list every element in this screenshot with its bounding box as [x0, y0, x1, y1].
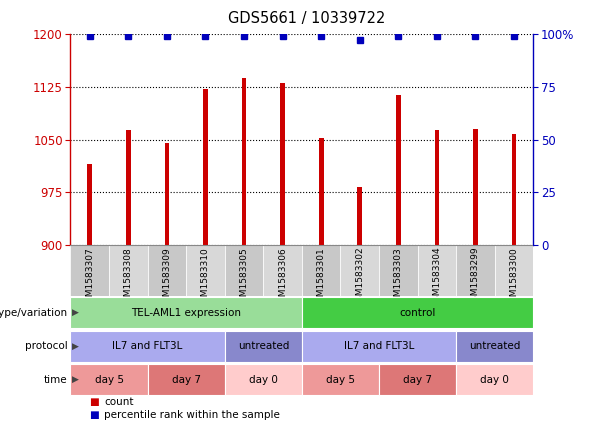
Bar [148, 364, 225, 395]
Text: day 5: day 5 [326, 375, 355, 385]
Bar [225, 331, 302, 362]
Text: protocol: protocol [25, 341, 67, 351]
Bar [280, 83, 285, 245]
Text: GSM1583302: GSM1583302 [356, 247, 364, 308]
Bar [473, 129, 478, 245]
Bar [302, 331, 456, 362]
Bar [186, 245, 225, 296]
Bar [88, 164, 92, 245]
Bar [340, 245, 379, 296]
Text: untreated: untreated [238, 341, 289, 351]
Text: day 0: day 0 [249, 375, 278, 385]
Text: day 5: day 5 [94, 375, 124, 385]
Bar [242, 77, 246, 245]
Bar [379, 364, 456, 395]
Text: GSM1583303: GSM1583303 [394, 247, 403, 308]
Bar [203, 89, 208, 245]
Text: GSM1583304: GSM1583304 [432, 247, 441, 308]
Text: day 7: day 7 [403, 375, 432, 385]
Bar [148, 245, 186, 296]
Text: day 7: day 7 [172, 375, 200, 385]
Text: GDS5661 / 10339722: GDS5661 / 10339722 [228, 11, 385, 25]
Bar [225, 364, 302, 395]
Text: TEL-AML1 expression: TEL-AML1 expression [131, 308, 241, 318]
Bar [456, 331, 533, 362]
Bar [302, 364, 379, 395]
Bar [396, 95, 401, 245]
Bar [319, 138, 324, 245]
Text: day 0: day 0 [481, 375, 509, 385]
Bar [70, 245, 109, 296]
Text: untreated: untreated [469, 341, 520, 351]
Bar [126, 130, 131, 245]
Text: GSM1583305: GSM1583305 [240, 247, 248, 308]
Text: ▶: ▶ [72, 308, 78, 317]
Text: control: control [400, 308, 436, 318]
Bar [165, 143, 169, 245]
Text: IL7 and FLT3L: IL7 and FLT3L [112, 341, 183, 351]
Bar [495, 245, 533, 296]
Text: GSM1583299: GSM1583299 [471, 247, 480, 308]
Bar [302, 245, 340, 296]
Text: GSM1583310: GSM1583310 [201, 247, 210, 308]
Text: GSM1583301: GSM1583301 [317, 247, 326, 308]
Bar [70, 331, 225, 362]
Text: GSM1583307: GSM1583307 [85, 247, 94, 308]
Bar [70, 364, 148, 395]
Bar [435, 130, 439, 245]
Text: ■: ■ [89, 409, 99, 420]
Text: GSM1583306: GSM1583306 [278, 247, 287, 308]
Text: GSM1583309: GSM1583309 [162, 247, 172, 308]
Bar [456, 364, 533, 395]
Bar [357, 187, 362, 245]
Text: GSM1583300: GSM1583300 [509, 247, 519, 308]
Text: time: time [44, 375, 67, 385]
Text: IL7 and FLT3L: IL7 and FLT3L [344, 341, 414, 351]
Bar [70, 297, 302, 328]
Bar [379, 245, 417, 296]
Bar [417, 245, 456, 296]
Bar [512, 134, 516, 245]
Text: count: count [104, 397, 134, 407]
Bar [456, 245, 495, 296]
Text: GSM1583308: GSM1583308 [124, 247, 133, 308]
Text: genotype/variation: genotype/variation [0, 308, 67, 318]
Bar [264, 245, 302, 296]
Text: ■: ■ [89, 397, 99, 407]
Bar [302, 297, 533, 328]
Bar [225, 245, 264, 296]
Text: percentile rank within the sample: percentile rank within the sample [104, 409, 280, 420]
Text: ▶: ▶ [72, 375, 78, 384]
Text: ▶: ▶ [72, 342, 78, 351]
Bar [109, 245, 148, 296]
